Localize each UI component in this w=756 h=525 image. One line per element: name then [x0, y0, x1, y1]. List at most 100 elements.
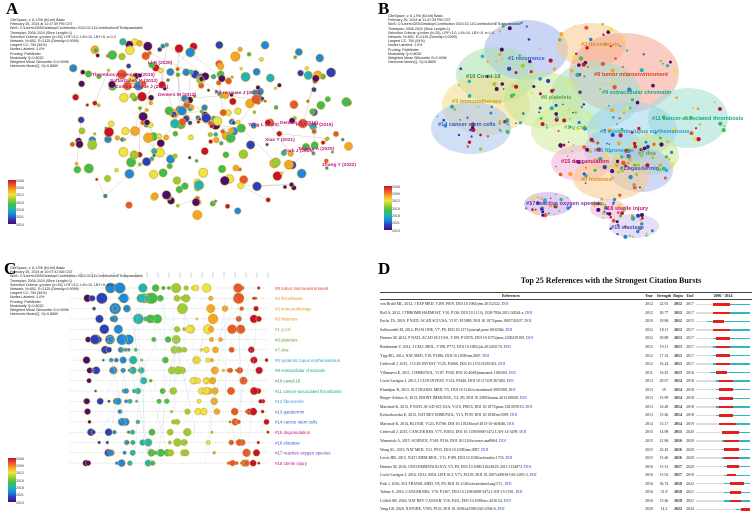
year-cell: 2011	[645, 370, 653, 375]
cluster-node	[633, 184, 636, 187]
year-cell: 2016	[645, 464, 653, 469]
strength-cell: 17.33	[659, 353, 669, 358]
network-node	[119, 38, 127, 46]
cluster-node	[689, 131, 694, 136]
doi-link[interactable]: DOI	[503, 498, 511, 503]
network-node	[176, 204, 180, 208]
legend-year-label: 2012	[16, 471, 24, 476]
network-node	[193, 94, 196, 98]
doi-link[interactable]: DOI	[525, 336, 533, 341]
cluster-node	[530, 91, 534, 95]
doi-link[interactable]: DOI	[482, 353, 490, 358]
doi-link[interactable]: DOI	[515, 490, 523, 495]
cluster-node	[577, 120, 581, 125]
doi-link[interactable]: DOI	[505, 327, 513, 332]
timeline-node	[130, 429, 135, 435]
begin-cell: 2018	[674, 498, 682, 503]
timeline-node	[116, 334, 128, 345]
burst-table-title: Top 25 References with the Strongest Cit…	[520, 276, 702, 285]
doi-link[interactable]: DOI	[497, 507, 505, 512]
network-node	[85, 103, 89, 107]
cluster-node	[611, 176, 614, 179]
cluster-node	[627, 162, 630, 165]
timeline-node	[228, 440, 234, 445]
baseline-segment	[713, 363, 750, 365]
timeline-node	[172, 335, 181, 344]
doi-link[interactable]: DOI	[525, 310, 533, 315]
year-cell: 2012	[645, 345, 653, 349]
cluster-node	[696, 137, 701, 142]
doi-link[interactable]: DOI	[481, 447, 489, 452]
cluster-node	[630, 131, 634, 134]
timeline-cluster-label: #5 systemic lupus erythematosus	[275, 358, 341, 363]
doi-link[interactable]: DOI	[524, 464, 531, 469]
doi-link[interactable]: DOI	[503, 345, 511, 349]
network-node	[325, 136, 330, 141]
network-node	[159, 168, 168, 177]
network-node	[304, 71, 313, 80]
cluster-node	[576, 159, 581, 164]
end-cell: 2019	[686, 421, 694, 426]
cluster-node	[574, 111, 577, 114]
timeline-node	[112, 305, 118, 312]
cluster-node	[684, 115, 688, 119]
cluster-label: #12 fibronectin	[594, 148, 634, 154]
doi-link[interactable]: DOI	[519, 430, 527, 435]
timeline-link	[163, 298, 165, 443]
doi-link[interactable]: DOI	[506, 379, 514, 384]
burst-segment	[724, 456, 739, 460]
doi-link[interactable]: DOI	[519, 396, 527, 401]
network-node	[298, 119, 308, 128]
strength-cell: 22.91	[659, 302, 669, 307]
cluster-node	[500, 82, 505, 86]
metadata-line: Nodes Labeled: 1.0%	[10, 295, 45, 300]
timeline-node	[92, 306, 96, 311]
network-node	[265, 143, 269, 146]
doi-link[interactable]: DOI	[505, 456, 513, 461]
network-reference-label: Saffarzadeh M (2012)	[110, 78, 158, 84]
doi-link[interactable]: DOI	[501, 302, 509, 307]
panel-a-network-graph: Thrombocytopenia Y (2015)Saffarzadeh M (…	[68, 37, 356, 221]
cluster-node	[721, 128, 726, 133]
baseline-segment	[713, 312, 750, 314]
cluster-node	[547, 212, 550, 215]
burst-table-row: Boll A, 2012, J THROMB HAEMOST, V10, P13…	[380, 309, 752, 318]
timeline-node	[169, 387, 177, 395]
doi-link[interactable]: DOI	[507, 421, 515, 426]
burst-table-body: von Brühl ML, 2012, J EXP MED, V209, P81…	[380, 300, 752, 514]
timeline-cluster-label: #9 extracellular chromatin	[275, 368, 326, 373]
network-node	[253, 110, 256, 114]
doi-link[interactable]: DOI	[508, 387, 516, 392]
strength-cell: 19	[662, 387, 666, 392]
doi-link[interactable]: DOI	[498, 439, 506, 444]
strength-cell: 36.74	[659, 481, 669, 486]
cluster-node	[558, 143, 563, 148]
cluster-node	[486, 134, 490, 138]
timeline-node	[83, 398, 90, 405]
pre-publication-segment	[696, 320, 708, 323]
cluster-node	[669, 60, 672, 64]
doi-link[interactable]: DOI	[529, 473, 537, 478]
timeline-link	[211, 287, 237, 402]
doi-link[interactable]: DOI	[510, 413, 518, 418]
cluster-node	[635, 165, 637, 168]
cluster-node	[567, 196, 569, 199]
network-node	[138, 112, 148, 121]
cluster-node	[558, 210, 561, 212]
panel-b-cluster-view: B CiteSpace, v. 6.1.R6 (64-bit) Basic Feb…	[376, 0, 756, 258]
legend-year-label: 2006	[392, 184, 400, 189]
year-cell: 2015	[645, 447, 653, 452]
legend-year-label: 2015	[16, 200, 24, 205]
doi-link[interactable]: DOI	[508, 370, 516, 375]
doi-link[interactable]: DOI	[525, 404, 533, 409]
doi-link[interactable]: DOI	[498, 362, 506, 367]
timeline-node	[148, 451, 152, 455]
timeline-node	[118, 418, 126, 426]
timeline-node	[200, 348, 203, 352]
doi-link[interactable]: DOI	[524, 319, 532, 324]
begin-cell: 2013	[674, 336, 682, 341]
network-node	[148, 95, 154, 101]
doi-link[interactable]: DOI	[504, 481, 512, 486]
cluster-node	[647, 234, 649, 237]
cluster-node	[535, 201, 540, 206]
